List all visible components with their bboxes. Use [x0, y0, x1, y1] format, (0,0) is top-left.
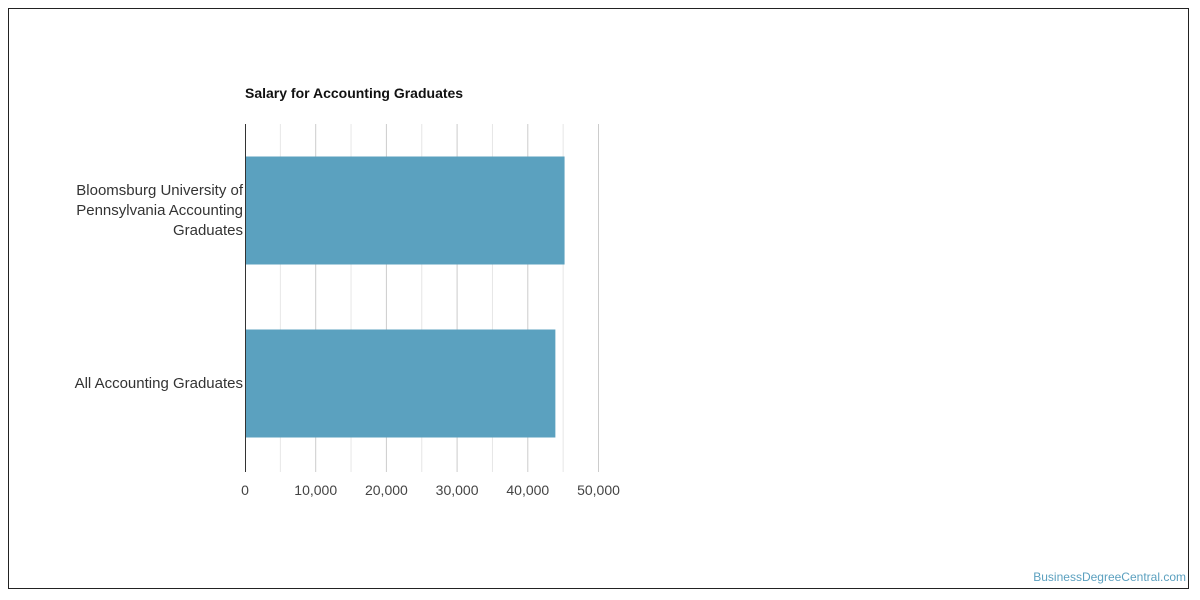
- category-label-0: Bloomsburg University of Pennsylvania Ac…: [76, 181, 243, 239]
- x-tick-label: 30,000: [436, 482, 479, 498]
- category-label-1: All Accounting Graduates: [74, 374, 243, 392]
- x-tick-label: 40,000: [506, 482, 549, 498]
- x-tick-label: 0: [241, 482, 249, 498]
- watermark-link[interactable]: BusinessDegreeCentral.com: [1033, 570, 1186, 584]
- bar-1[interactable]: [245, 329, 556, 438]
- x-tick-label: 20,000: [365, 482, 408, 498]
- chart-title: Salary for Accounting Graduates: [245, 85, 464, 101]
- x-tick-label: 10,000: [294, 482, 337, 498]
- chart-frame: [8, 8, 1189, 589]
- x-tick-label: 50,000: [577, 482, 620, 498]
- bar-0[interactable]: [245, 156, 565, 265]
